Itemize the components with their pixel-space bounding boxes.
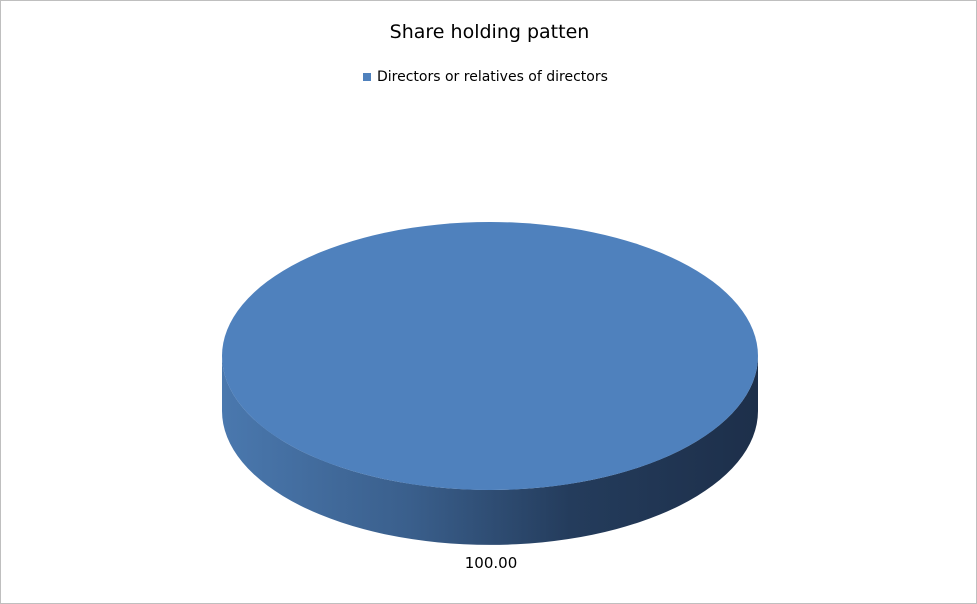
pie-slice bbox=[222, 222, 758, 490]
chart-title: Share holding patten bbox=[389, 21, 590, 43]
data-label: 100.00 bbox=[464, 554, 518, 572]
pie-slice-side bbox=[222, 356, 758, 545]
legend-swatch bbox=[363, 73, 371, 81]
legend: Directors or relatives of directors bbox=[363, 69, 608, 85]
legend-label: Directors or relatives of directors bbox=[377, 69, 608, 85]
